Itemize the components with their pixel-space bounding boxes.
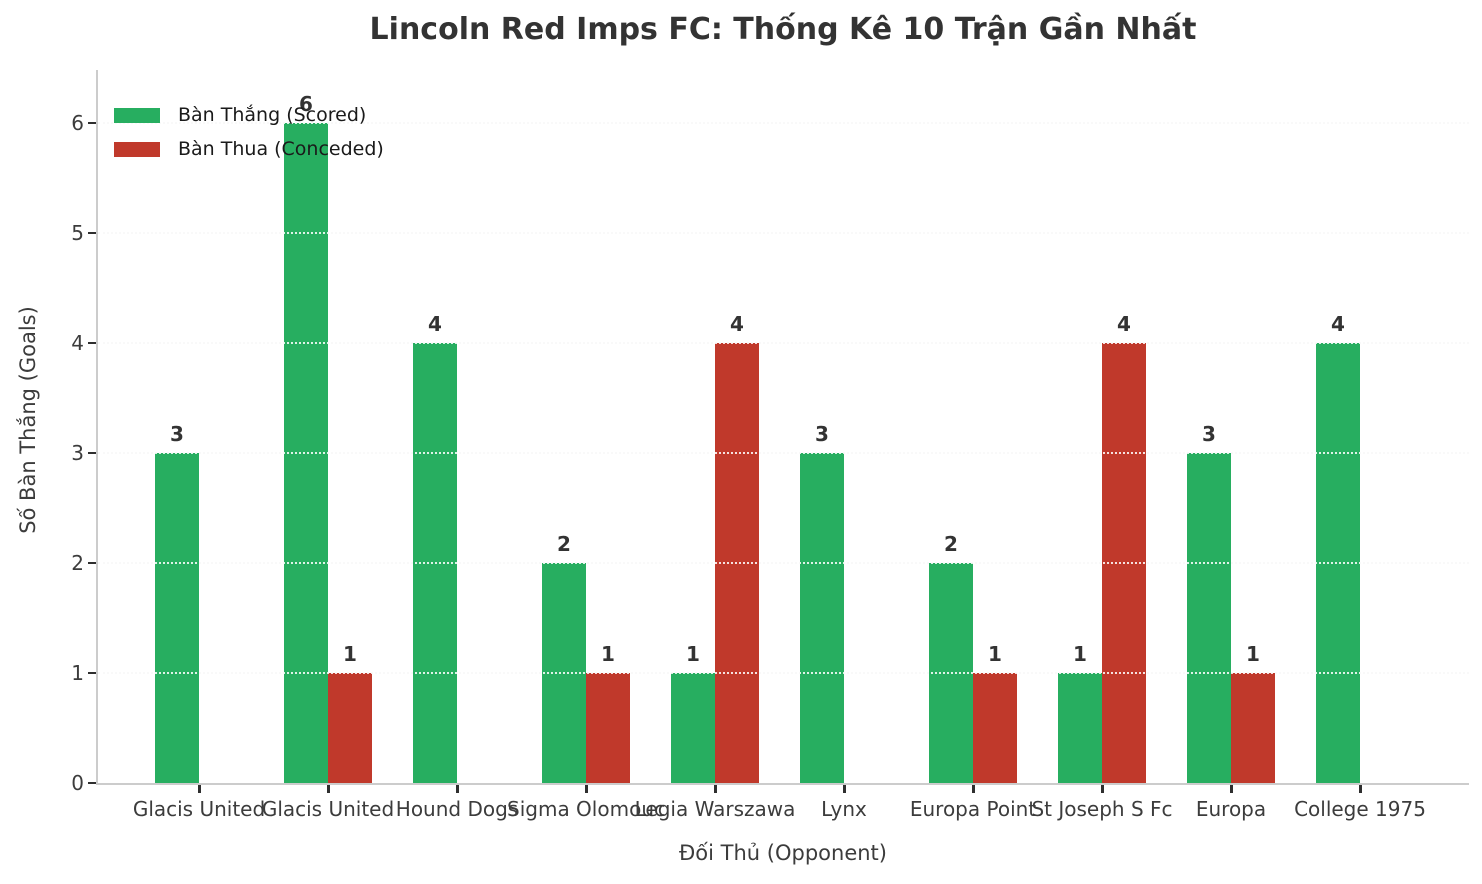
bar-value-label: 4 (1117, 312, 1131, 336)
x-tick-label: Sigma Olomouc (507, 797, 665, 821)
bar-value-label: 3 (1202, 422, 1216, 446)
bar-value-label: 1 (988, 642, 1002, 666)
x-tick-mark (1230, 785, 1233, 793)
gridline-overlay (98, 452, 1469, 454)
bar-value-label: 4 (1331, 312, 1345, 336)
x-tick-label: Glacis United (261, 797, 395, 821)
x-tick-label: Legia Warszawa (634, 797, 796, 821)
bar-value-label: 1 (686, 642, 700, 666)
bar-value-label: 1 (343, 642, 357, 666)
y-tick-label: 6 (71, 111, 84, 135)
x-tick-label: Glacis United (132, 797, 266, 821)
y-tick-label: 5 (71, 221, 84, 245)
bar-scored (155, 453, 199, 783)
x-tick-mark (1101, 785, 1104, 793)
bar-value-label: 1 (1246, 642, 1260, 666)
y-tick-label: 0 (71, 771, 84, 795)
bar-value-label: 1 (601, 642, 615, 666)
y-tick-mark (88, 232, 96, 234)
legend-swatch-scored-icon (114, 108, 160, 123)
legend-item-conceded: Bàn Thua (Conceded) (114, 139, 384, 160)
y-tick-mark (88, 562, 96, 564)
y-tick-mark (88, 342, 96, 344)
x-tick-mark (198, 785, 201, 793)
x-axis-spine (96, 783, 1469, 785)
gridline-overlay (98, 122, 1469, 124)
bar-conceded (1231, 673, 1275, 783)
x-tick-mark (327, 785, 330, 793)
y-axis-spine (96, 70, 98, 785)
x-tick-label: St Joseph S Fc (1031, 797, 1173, 821)
x-tick-label: Europa Point (909, 797, 1037, 821)
bar-value-label: 4 (730, 312, 744, 336)
legend-label-scored: Bàn Thắng (Scored) (178, 104, 367, 126)
x-tick-mark (843, 785, 846, 793)
x-tick-label: Lynx (821, 797, 867, 821)
legend-label-conceded: Bàn Thua (Conceded) (178, 138, 384, 160)
gridline-overlay (98, 342, 1469, 344)
x-axis-title: Đối Thủ (Opponent) (679, 841, 887, 865)
x-tick-mark (972, 785, 975, 793)
gridline-overlay (98, 672, 1469, 674)
y-tick-mark (88, 782, 96, 784)
y-tick-mark (88, 452, 96, 454)
bar-value-label: 6 (299, 92, 313, 116)
x-tick-label: Hound Dogs (395, 797, 519, 821)
x-tick-mark (714, 785, 717, 793)
y-tick-label: 3 (71, 441, 84, 465)
bar-value-label: 1 (1073, 642, 1087, 666)
y-tick-label: 2 (71, 551, 84, 575)
gridline-overlay (98, 562, 1469, 564)
bar-scored (800, 453, 844, 783)
legend-swatch-conceded-icon (114, 142, 160, 157)
legend: Bàn Thắng (Scored) Bàn Thua (Conceded) (114, 105, 384, 160)
bar-value-label: 3 (815, 422, 829, 446)
x-tick-mark (1359, 785, 1362, 793)
chart-title: Lincoln Red Imps FC: Thống Kê 10 Trận Gầ… (369, 12, 1197, 47)
gridline-overlay (98, 232, 1469, 234)
y-tick-mark (88, 122, 96, 124)
y-tick-label: 4 (71, 331, 84, 355)
bar-value-label: 4 (428, 312, 442, 336)
bar-scored (1058, 673, 1102, 783)
bar-conceded (586, 673, 630, 783)
y-tick-mark (88, 672, 96, 674)
bar-value-label: 2 (944, 532, 958, 556)
bar-value-label: 3 (170, 422, 184, 446)
bar-scored (671, 673, 715, 783)
x-tick-label: College 1975 (1294, 797, 1426, 821)
x-tick-label: Europa (1195, 797, 1267, 821)
bar-conceded (328, 673, 372, 783)
bar-value-label: 2 (557, 532, 571, 556)
bar-scored (1187, 453, 1231, 783)
x-tick-mark (585, 785, 588, 793)
x-tick-mark (456, 785, 459, 793)
bar-conceded (973, 673, 1017, 783)
y-tick-label: 1 (71, 661, 84, 685)
legend-item-scored: Bàn Thắng (Scored) (114, 105, 384, 126)
